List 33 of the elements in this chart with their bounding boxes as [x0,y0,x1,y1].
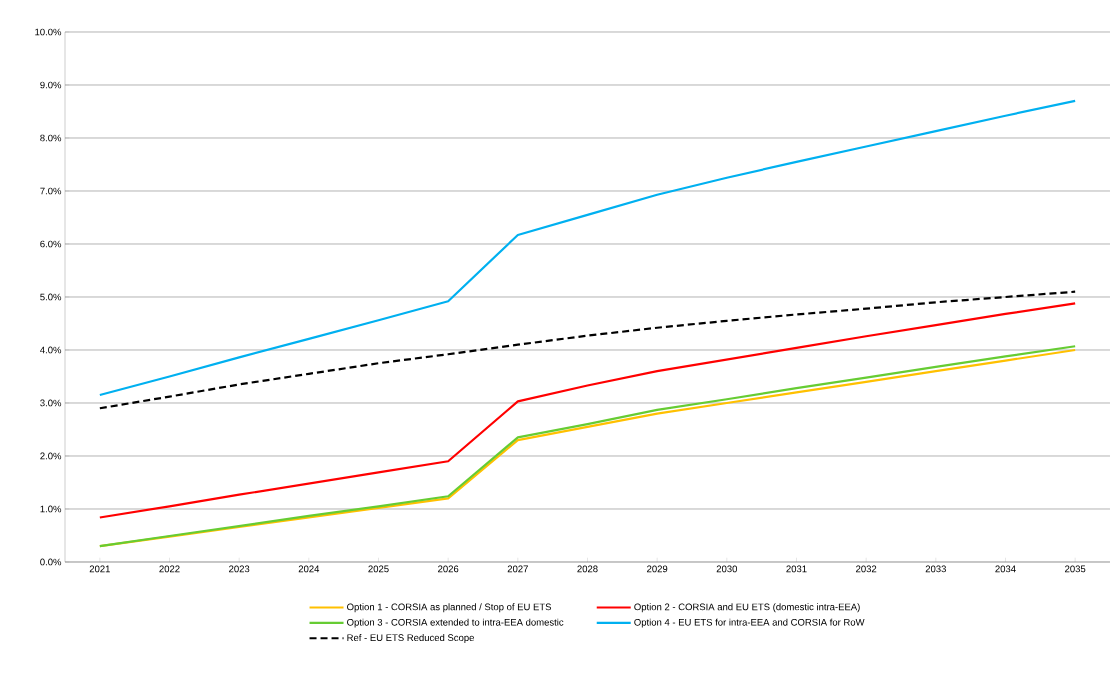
line-series [98,99,1077,397]
y-tick-label: 0.0% [40,558,62,566]
legend-label: Option 4 - EU ETS for intra-EEA and CORSIA for RoW [634,618,865,628]
x-tick-label: 2022 [159,565,180,573]
y-tick-label: 8.0% [40,134,62,142]
x-tick-label: 2027 [507,565,528,573]
x-tick-label: 2023 [229,565,250,573]
y-tick-label: 6.0% [40,240,62,248]
legend-label: Option 3 - CORSIA extended to intra-EEA domestic [347,618,564,628]
x-tick-label: 2032 [856,565,877,573]
legend-label: Option 1 - CORSIA as planned / Stop of EU ETS [347,603,552,613]
x-tick-label: 2035 [1065,565,1086,573]
x-tick-label: 2034 [995,565,1016,573]
legend-label: Option 2 - CORSIA and EU ETS (domestic intra-EEA) [634,603,860,613]
y-tick-label: 5.0% [40,293,62,301]
x-tick-label: 2028 [577,565,598,573]
x-tick-label: 2033 [925,565,946,573]
y-tick-label: 9.0% [40,81,62,89]
y-tick-label: 3.0% [40,399,62,407]
y-tick-label: 4.0% [40,346,62,354]
line-series [98,290,1077,410]
x-tick-label: 2029 [647,565,668,573]
y-tick-label: 1.0% [40,505,62,513]
y-tick-label: 10.0% [35,28,62,36]
x-tick-label: 2025 [368,565,389,573]
x-tick-label: 2031 [786,565,807,573]
x-tick-label: 2024 [298,565,320,573]
x-tick-label: 2021 [89,565,110,573]
y-tick-label: 2.0% [40,452,62,460]
x-tick-label: 2026 [438,565,459,573]
y-tick-label: 7.0% [40,187,62,195]
x-tick-label: 2030 [716,565,738,573]
legend-label: Ref - EU ETS Reduced Scope [347,634,474,643]
